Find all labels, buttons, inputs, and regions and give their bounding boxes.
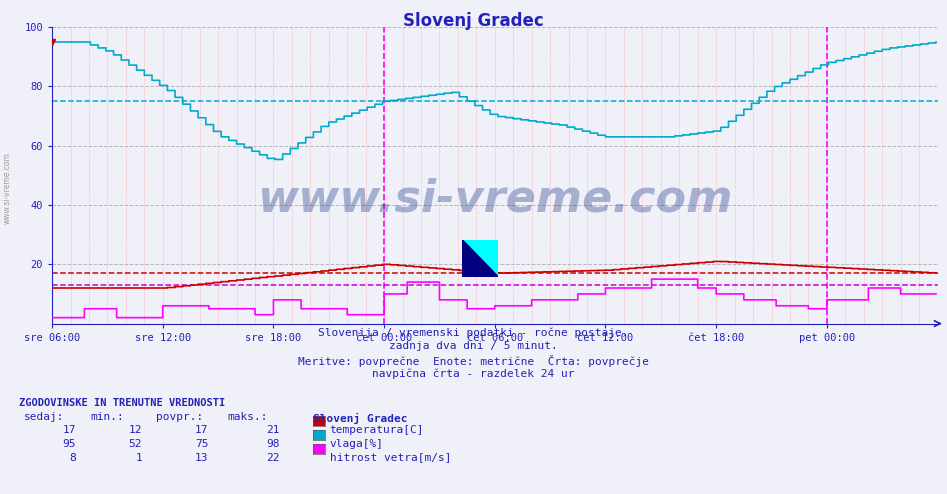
Text: 12: 12	[129, 425, 142, 435]
Text: 52: 52	[129, 439, 142, 449]
Text: maks.:: maks.:	[227, 412, 268, 422]
Text: 1: 1	[135, 453, 142, 462]
Text: zadnja dva dni / 5 minut.: zadnja dva dni / 5 minut.	[389, 341, 558, 351]
Text: Meritve: povprečne  Enote: metrične  Črta: povprečje: Meritve: povprečne Enote: metrične Črta:…	[298, 355, 649, 367]
Text: www.si-vreme.com: www.si-vreme.com	[257, 177, 733, 221]
Text: Slovenija / vremenski podatki - ročne postaje.: Slovenija / vremenski podatki - ročne po…	[318, 327, 629, 337]
Text: temperatura[C]: temperatura[C]	[330, 425, 424, 435]
Text: 8: 8	[69, 453, 76, 462]
Text: ZGODOVINSKE IN TRENUTNE VREDNOSTI: ZGODOVINSKE IN TRENUTNE VREDNOSTI	[19, 398, 225, 408]
Text: vlaga[%]: vlaga[%]	[330, 439, 384, 449]
Text: min.:: min.:	[90, 412, 124, 422]
Text: hitrost vetra[m/s]: hitrost vetra[m/s]	[330, 453, 451, 462]
Text: 17: 17	[195, 425, 208, 435]
Text: sedaj:: sedaj:	[24, 412, 64, 422]
Text: navpična črta - razdelek 24 ur: navpična črta - razdelek 24 ur	[372, 369, 575, 379]
Text: 95: 95	[63, 439, 76, 449]
Text: 22: 22	[266, 453, 279, 462]
Text: 98: 98	[266, 439, 279, 449]
Text: 21: 21	[266, 425, 279, 435]
Text: 13: 13	[195, 453, 208, 462]
Polygon shape	[462, 240, 498, 277]
Text: povpr.:: povpr.:	[156, 412, 204, 422]
Text: 75: 75	[195, 439, 208, 449]
Text: 17: 17	[63, 425, 76, 435]
Text: Slovenj Gradec: Slovenj Gradec	[313, 412, 407, 423]
Text: Slovenj Gradec: Slovenj Gradec	[403, 12, 544, 30]
Text: www.si-vreme.com: www.si-vreme.com	[3, 152, 12, 224]
Polygon shape	[462, 240, 498, 277]
